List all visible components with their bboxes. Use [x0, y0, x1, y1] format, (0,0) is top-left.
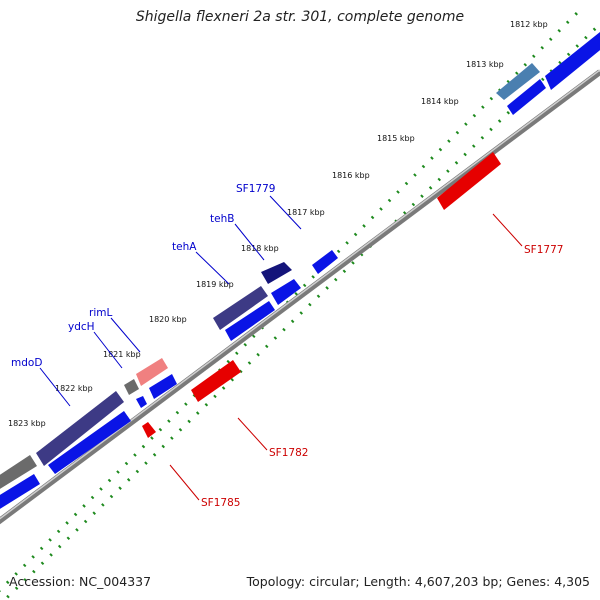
gene-tehA[interactable] [213, 286, 268, 330]
gene-ydcH-blue[interactable] [136, 396, 147, 408]
tick-label: 1822 kbp [55, 384, 93, 393]
connector-rimL [110, 317, 141, 353]
tick-label: 1815 kbp [377, 134, 415, 143]
tick-label: 1823 kbp [8, 419, 46, 428]
tick-label: 1820 kbp [149, 315, 187, 324]
gene-SF1777[interactable] [437, 152, 501, 210]
reverse-genes [142, 152, 501, 438]
forward-genes [0, 28, 600, 512]
gene-1812-blue[interactable] [545, 28, 600, 90]
map-title: Shigella flexneri 2a str. 301, complete … [135, 9, 465, 25]
connector-mdoD [39, 367, 71, 407]
genome-backbone [0, 69, 600, 525]
label-tehB[interactable]: tehB [210, 213, 234, 225]
connector-tehB [234, 223, 265, 261]
genome-backbone-highlight [0, 69, 600, 520]
tick-label: 1816 kbp [332, 171, 370, 180]
label-mdoD[interactable]: mdoD [11, 357, 42, 369]
label-SF1785[interactable]: SF1785 [201, 497, 240, 509]
tick-label: 1813 kbp [466, 60, 504, 69]
gene-SF1785[interactable] [142, 422, 156, 438]
label-SF1782[interactable]: SF1782 [269, 447, 308, 459]
connector-SF1785 [169, 464, 200, 501]
connector-SF1779 [269, 195, 302, 230]
gene-labels: SF1779 tehB tehA rimL ydcH mdoD SF1777 S… [11, 183, 563, 509]
label-SF1779[interactable]: SF1779 [236, 183, 275, 195]
genome-summary-text: Topology: circular; Length: 4,607,203 bp… [246, 574, 590, 589]
label-connectors [39, 195, 523, 501]
gene-ydcH[interactable] [124, 379, 139, 395]
gene-SF1779[interactable] [312, 250, 338, 274]
gene-left-blue[interactable] [0, 474, 40, 512]
connector-SF1777 [492, 213, 523, 247]
label-tehA[interactable]: tehA [172, 241, 197, 253]
forward-tick-ring [0, 6, 584, 593]
tick-labels: 1812 kbp 1813 kbp 1814 kbp 1815 kbp 1816 kbp… [8, 20, 548, 428]
label-SF1777[interactable]: SF1777 [524, 244, 563, 256]
tick-label: 1817 kbp [287, 208, 325, 217]
gene-rimL[interactable] [136, 358, 168, 386]
gene-tehB-navy[interactable] [261, 262, 292, 284]
tick-label: 1818 kbp [241, 244, 279, 253]
tick-label: 1819 kbp [196, 280, 234, 289]
accession-text: Accession: NC_004337 [9, 574, 152, 589]
connector-ydcH [93, 331, 123, 369]
gene-tehB-blue[interactable] [271, 279, 301, 305]
label-ydcH[interactable]: ydcH [68, 321, 95, 333]
connector-tehA [195, 251, 230, 285]
tick-label: 1821 kbp [103, 350, 141, 359]
gene-left-gray[interactable] [0, 455, 37, 492]
gene-1813-steel[interactable] [496, 63, 540, 100]
gene-1814-blue[interactable] [507, 79, 546, 115]
label-rimL[interactable]: rimL [89, 307, 112, 319]
tick-label: 1814 kbp [421, 97, 459, 106]
gene-rimL-blue[interactable] [149, 374, 177, 399]
gene-SF1782[interactable] [191, 360, 241, 402]
connector-SF1782 [237, 417, 268, 451]
tick-label: 1812 kbp [510, 20, 548, 29]
gene-tehA-blue[interactable] [225, 301, 275, 341]
gene-mdoD-blue[interactable] [48, 411, 131, 474]
gene-mdoD[interactable] [36, 391, 124, 466]
